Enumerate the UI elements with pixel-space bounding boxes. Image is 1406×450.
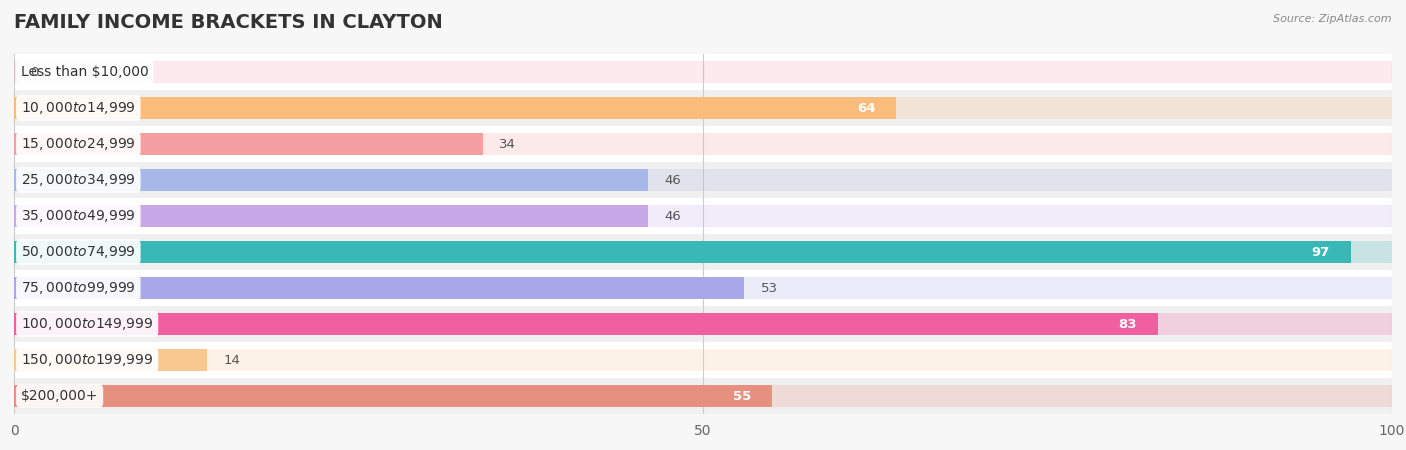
Text: $15,000 to $24,999: $15,000 to $24,999 xyxy=(21,136,136,152)
Text: Source: ZipAtlas.com: Source: ZipAtlas.com xyxy=(1274,14,1392,23)
Bar xyxy=(14,349,207,371)
Text: $50,000 to $74,999: $50,000 to $74,999 xyxy=(21,244,136,260)
Bar xyxy=(14,313,1157,335)
Bar xyxy=(14,169,648,191)
Bar xyxy=(14,342,1392,378)
Text: $150,000 to $199,999: $150,000 to $199,999 xyxy=(21,352,153,368)
Bar xyxy=(14,277,744,299)
Bar xyxy=(14,313,1392,335)
Text: FAMILY INCOME BRACKETS IN CLAYTON: FAMILY INCOME BRACKETS IN CLAYTON xyxy=(14,14,443,32)
Text: 64: 64 xyxy=(856,102,876,114)
Bar xyxy=(14,126,1392,162)
Text: $25,000 to $34,999: $25,000 to $34,999 xyxy=(21,172,136,188)
Bar xyxy=(14,378,1392,414)
Bar xyxy=(14,205,648,227)
Text: $75,000 to $99,999: $75,000 to $99,999 xyxy=(21,280,136,296)
Bar xyxy=(14,241,1392,263)
Bar xyxy=(14,162,1392,198)
Bar xyxy=(14,270,1392,306)
Bar xyxy=(14,205,1392,227)
Text: 0: 0 xyxy=(31,66,39,78)
Bar xyxy=(14,133,482,155)
Bar xyxy=(14,169,1392,191)
Bar xyxy=(14,61,1392,83)
Bar xyxy=(14,54,1392,90)
Text: Less than $10,000: Less than $10,000 xyxy=(21,65,149,79)
Text: 46: 46 xyxy=(665,210,681,222)
Text: $35,000 to $49,999: $35,000 to $49,999 xyxy=(21,208,136,224)
Text: 46: 46 xyxy=(665,174,681,186)
Bar xyxy=(14,97,1392,119)
Text: 97: 97 xyxy=(1312,246,1330,258)
Bar xyxy=(14,385,1392,407)
Text: 34: 34 xyxy=(499,138,516,150)
Bar xyxy=(14,277,1392,299)
Text: 83: 83 xyxy=(1119,318,1137,330)
Bar xyxy=(14,198,1392,234)
Text: 53: 53 xyxy=(761,282,778,294)
Text: $200,000+: $200,000+ xyxy=(21,389,98,403)
Bar xyxy=(14,241,1351,263)
Bar xyxy=(14,385,772,407)
Text: 14: 14 xyxy=(224,354,240,366)
Bar xyxy=(14,97,896,119)
Text: 55: 55 xyxy=(733,390,751,402)
Text: $100,000 to $149,999: $100,000 to $149,999 xyxy=(21,316,153,332)
Bar xyxy=(14,234,1392,270)
Bar xyxy=(14,133,1392,155)
Bar xyxy=(14,306,1392,342)
Bar xyxy=(14,349,1392,371)
Bar xyxy=(14,90,1392,126)
Text: $10,000 to $14,999: $10,000 to $14,999 xyxy=(21,100,136,116)
